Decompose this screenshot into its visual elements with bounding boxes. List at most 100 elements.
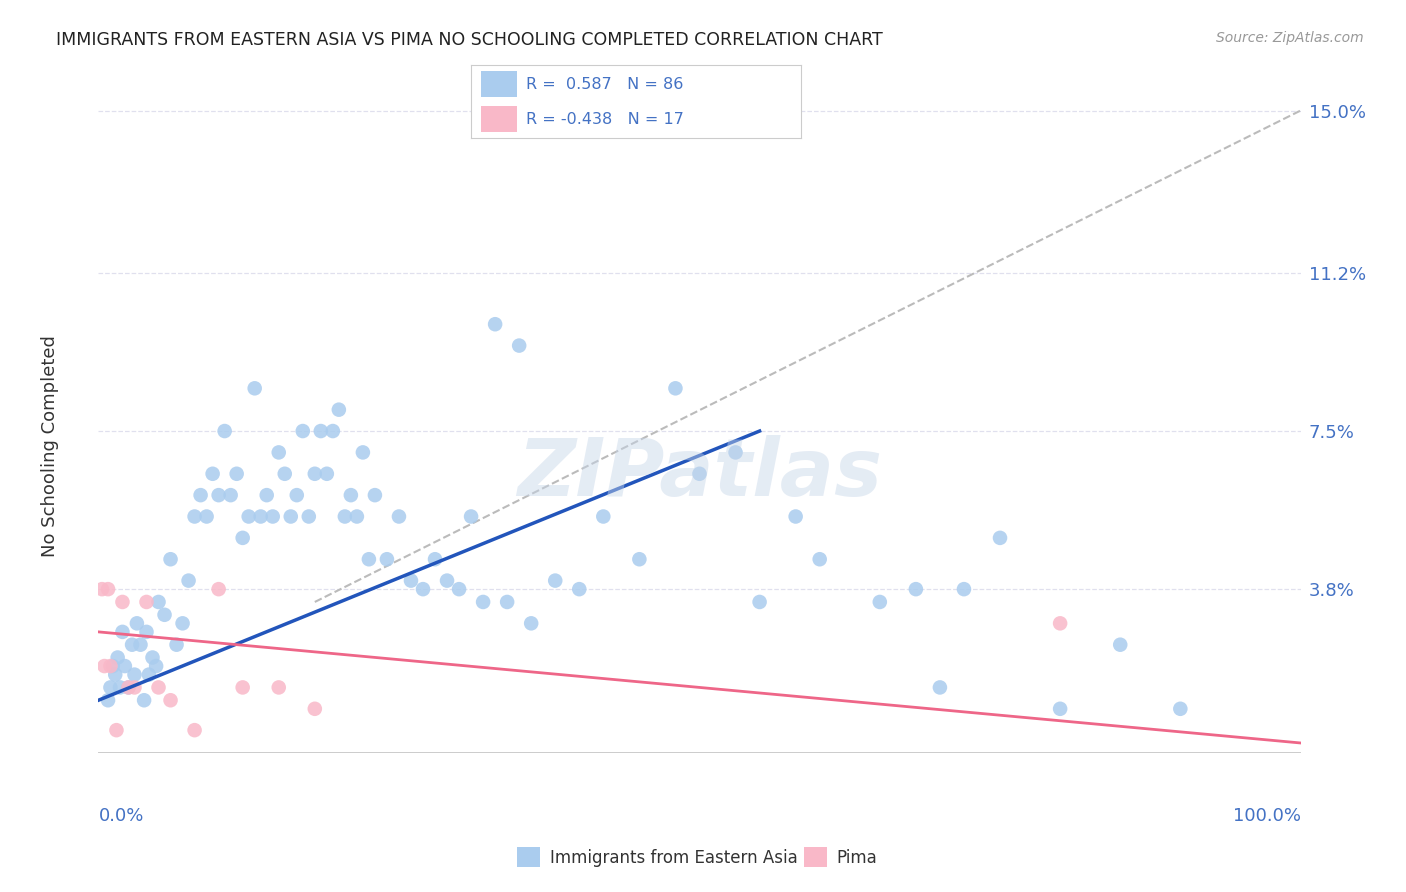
Point [928,681,950,695]
Point [256,488,278,502]
Point [364,488,387,502]
Point [315,467,337,481]
Point [148,681,170,695]
Text: Immigrants from Eastern Asia: Immigrants from Eastern Asia [550,849,797,867]
Point [201,467,224,481]
Point [309,424,332,438]
Point [132,693,155,707]
Point [808,552,831,566]
Point [249,509,271,524]
Point [172,616,194,631]
Point [346,509,368,524]
Point [243,381,266,395]
Point [124,681,146,695]
Point [592,509,614,524]
Point [148,595,170,609]
Text: R =  0.587   N = 86: R = 0.587 N = 86 [526,77,683,92]
Point [1170,702,1192,716]
Point [208,582,231,596]
Point [267,681,290,695]
Point [145,659,167,673]
Point [352,445,374,459]
Point [214,424,236,438]
Point [129,638,152,652]
Point [388,509,411,524]
Point [357,552,380,566]
Point [232,681,254,695]
Point [107,650,129,665]
Point [304,467,326,481]
Point [280,509,302,524]
Text: R = -0.438   N = 17: R = -0.438 N = 17 [526,112,683,127]
Point [322,424,344,438]
Point [988,531,1011,545]
Point [423,552,446,566]
Point [166,638,188,652]
Point [953,582,976,596]
Point [104,667,127,681]
Point [496,595,519,609]
Point [274,467,297,481]
Point [114,659,136,673]
Point [544,574,567,588]
Point [124,667,146,681]
Point [97,582,120,596]
Point [135,624,157,639]
Point [238,509,260,524]
Point [472,595,495,609]
Text: 0.0%: 0.0% [98,807,143,825]
Point [689,467,711,481]
Point [100,659,122,673]
Point [225,467,247,481]
Point [375,552,398,566]
Point [748,595,770,609]
Point [100,681,122,695]
Text: 100.0%: 100.0% [1233,807,1301,825]
Point [436,574,458,588]
Text: IMMIGRANTS FROM EASTERN ASIA VS PIMA NO SCHOOLING COMPLETED CORRELATION CHART: IMMIGRANTS FROM EASTERN ASIA VS PIMA NO … [56,31,883,49]
Point [117,681,139,695]
Point [101,659,124,673]
Point [97,693,120,707]
Text: Source: ZipAtlas.com: Source: ZipAtlas.com [1216,31,1364,45]
Point [108,681,131,695]
Point [399,574,422,588]
Point [177,574,200,588]
Point [262,509,284,524]
Point [111,595,134,609]
Point [111,624,134,639]
Point [508,338,530,352]
Point [93,659,115,673]
Point [267,445,290,459]
Text: ZIPatlas: ZIPatlas [517,434,882,513]
Point [135,595,157,609]
Point [141,650,163,665]
Point [291,424,314,438]
Point [91,582,114,596]
Point [1049,616,1071,631]
Point [190,488,212,502]
Point [568,582,591,596]
Point [117,681,139,695]
Point [340,488,363,502]
Point [628,552,651,566]
Text: Pima: Pima [837,849,877,867]
Point [195,509,218,524]
Point [1049,702,1071,716]
Point [298,509,321,524]
Point [232,531,254,545]
Point [333,509,356,524]
Point [664,381,686,395]
Point [785,509,807,524]
Point [121,638,143,652]
Point [285,488,308,502]
Point [904,582,927,596]
Point [183,509,205,524]
Point [304,702,326,716]
Bar [481,106,517,132]
Point [183,723,205,738]
Text: No Schooling Completed: No Schooling Completed [41,335,59,557]
Point [159,552,181,566]
Point [460,509,482,524]
Bar [481,71,517,97]
